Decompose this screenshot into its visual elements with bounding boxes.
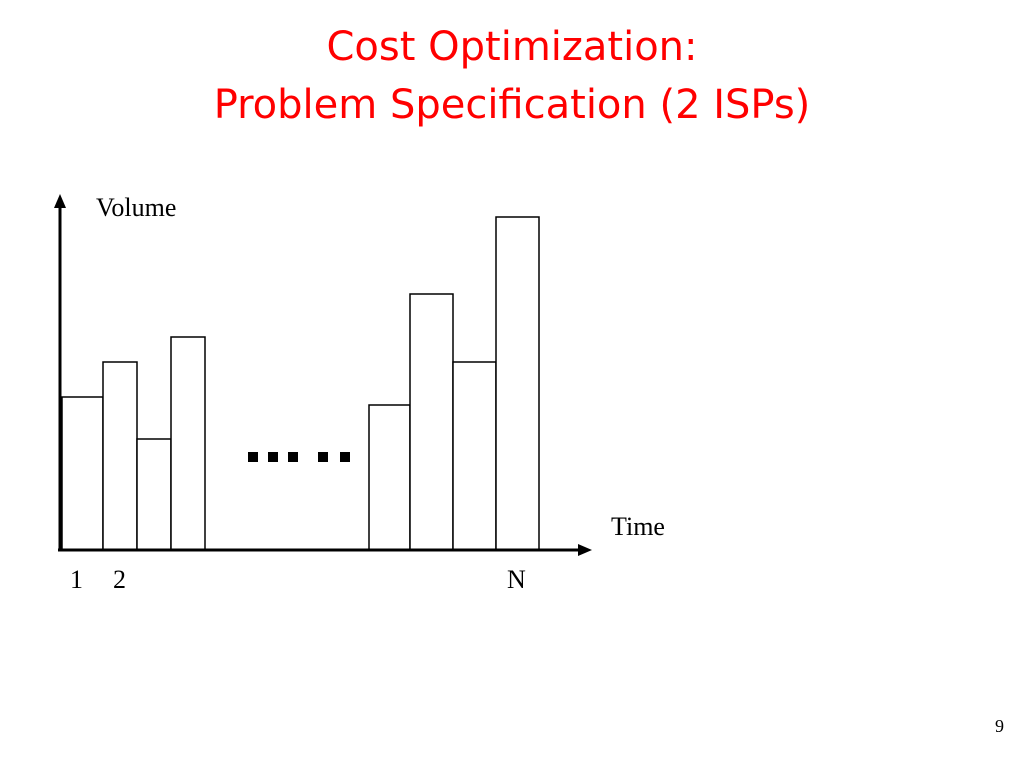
x-axis-label: Time — [611, 512, 665, 541]
ellipsis-dot — [340, 452, 350, 462]
bar-t2-isp2 — [170, 336, 206, 551]
y-axis-label: Volume — [96, 193, 176, 222]
bar-t1-isp2 — [102, 361, 138, 551]
x-axis-arrowhead — [578, 544, 592, 556]
bar-tn-isp1 — [452, 361, 497, 551]
page-number: 9 — [995, 716, 1004, 736]
bar-t2-isp1 — [136, 438, 172, 551]
slide-title: Cost Optimization: Problem Specification… — [0, 18, 1024, 134]
bar-t1-isp1 — [61, 396, 104, 551]
title-line-2: Problem Specification (2 ISPs) — [213, 82, 811, 128]
x-tick-label-2: 2 — [113, 565, 126, 594]
x-tick-label-n: N — [507, 565, 526, 594]
ellipsis-dots — [248, 452, 350, 462]
ellipsis-dot — [248, 452, 258, 462]
ellipsis-dot — [288, 452, 298, 462]
x-tick-label-1: 1 — [70, 565, 83, 594]
y-axis-arrowhead — [54, 194, 66, 208]
ellipsis-dot — [318, 452, 328, 462]
bar-tn1-isp1 — [368, 404, 411, 551]
ellipsis-dot — [268, 452, 278, 462]
bar-tn1-isp2 — [409, 293, 454, 551]
title-line-1: Cost Optimization: — [326, 24, 698, 70]
bars — [61, 216, 540, 551]
bar-tn-isp2 — [495, 216, 540, 551]
